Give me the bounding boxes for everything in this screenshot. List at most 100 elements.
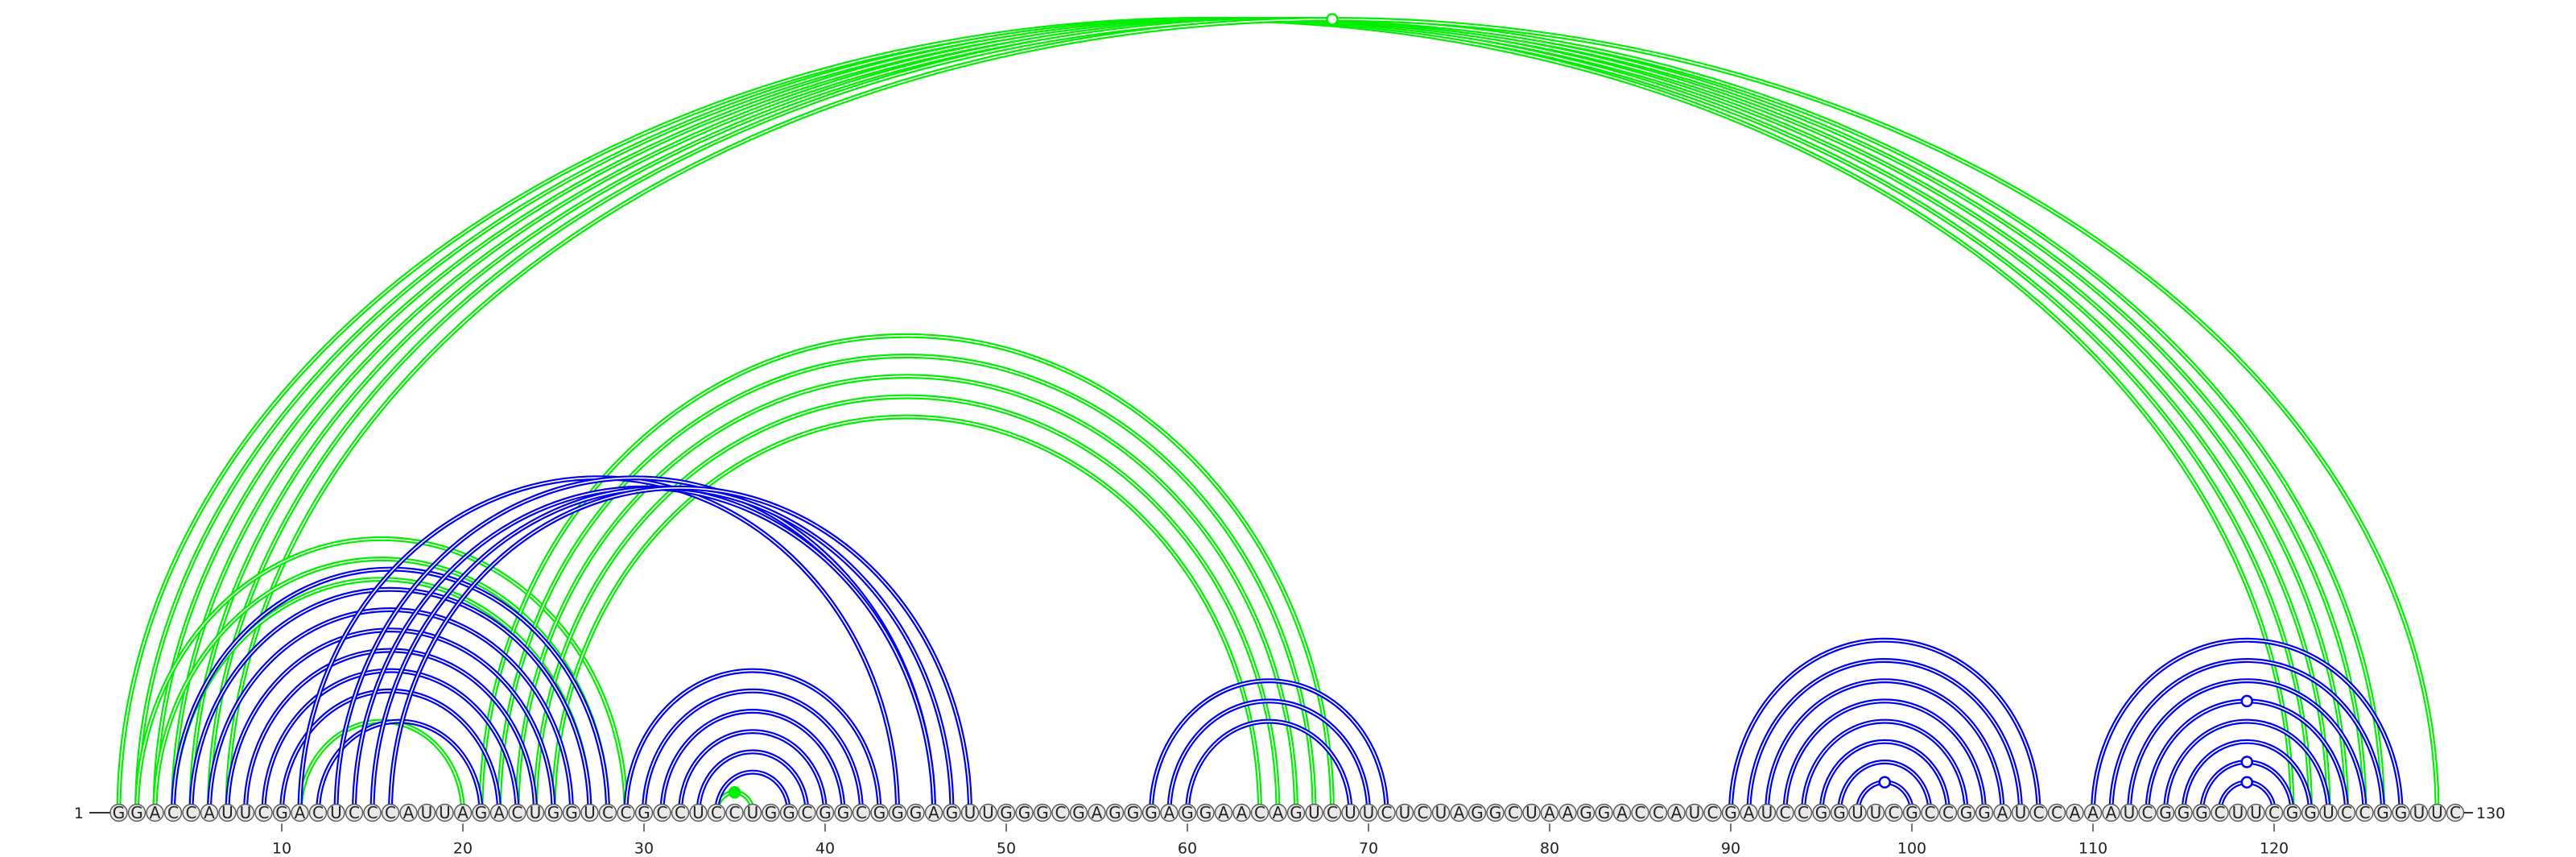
nucleotide: C xyxy=(381,803,400,822)
nucleotide: A xyxy=(291,803,309,822)
nucleotide-letter: G xyxy=(765,803,778,822)
blue-base-pair-arc xyxy=(2108,658,2385,814)
nucleotide: C xyxy=(163,803,183,822)
nucleotide: U xyxy=(1305,803,1323,822)
blue-base-pair-arc xyxy=(1149,678,1389,814)
blue-base-pair-arc xyxy=(207,607,574,814)
nucleotide-letter: G xyxy=(782,803,795,822)
nucleotide: G xyxy=(2174,803,2193,822)
position-tick-label: 90 xyxy=(1721,840,1740,857)
position-tick-label: 80 xyxy=(1540,840,1559,857)
nucleotide: G xyxy=(544,803,563,822)
position-tick-label: 50 xyxy=(997,840,1016,857)
nucleotide: U xyxy=(2409,803,2429,822)
nucleotide: U xyxy=(327,803,345,822)
nucleotide: U xyxy=(1431,803,1451,822)
nucleotide: C xyxy=(308,803,328,822)
nucleotide-letter: U xyxy=(1399,803,1411,822)
nucleotide: U xyxy=(979,803,997,822)
nucleotide-letter: A xyxy=(1544,803,1555,822)
blue-base-pair-arc xyxy=(2181,739,2313,814)
nucleotide-letter: G xyxy=(1290,803,1302,822)
nucleotide-letter: U xyxy=(2322,803,2334,822)
nucleotide-letter: G xyxy=(1018,803,1031,822)
green-base-pair-arc xyxy=(171,17,2349,814)
nucleotide-letter: G xyxy=(1000,803,1013,822)
nucleotide: A xyxy=(200,803,219,822)
nucleotide-letter: A xyxy=(1236,803,1248,822)
blue-base-pair-arc xyxy=(714,769,791,814)
blue-base-pair-arc xyxy=(1728,637,2041,814)
blue-base-pair-arc xyxy=(1782,698,1987,814)
nucleotide-letter: G xyxy=(547,803,560,822)
nucleotide-letter: U xyxy=(2232,803,2244,822)
nucleotide: G xyxy=(109,803,128,822)
nucleotide-letter: G xyxy=(1724,803,1737,822)
nucleotide-letter: G xyxy=(873,803,886,822)
nucleotide-letter: G xyxy=(130,803,143,822)
nucleotide: C xyxy=(1051,803,1070,822)
nucleotide-letter: U xyxy=(1761,803,1773,822)
blue-base-pair-arc xyxy=(388,485,972,814)
nucleotide: U xyxy=(1359,803,1378,822)
position-tick-label: 70 xyxy=(1359,840,1378,857)
nucleotide-letter: C xyxy=(167,803,179,822)
green-base-pair-arc xyxy=(134,536,629,814)
nucleotide-letter: G xyxy=(475,803,488,822)
nucleotide-letter: C xyxy=(1381,803,1393,822)
nucleotide: G xyxy=(2392,803,2410,822)
nucleotide: A xyxy=(1269,803,1287,822)
nucleotide-letter: C xyxy=(1327,803,1338,822)
blue-base-pair-arc xyxy=(279,688,502,814)
nucleotide-letter: C xyxy=(1942,803,1954,822)
nucleotide: G xyxy=(997,803,1016,822)
nucleotide: G xyxy=(1015,803,1034,822)
nucleotide-letter: C xyxy=(312,803,324,822)
nucleotide-letter: G xyxy=(2178,803,2190,822)
nucleotide: A xyxy=(146,803,164,822)
nucleotide: G xyxy=(1105,803,1125,822)
blue-base-pair-arc xyxy=(2163,718,2331,814)
nucleotide-letter: U xyxy=(2413,803,2425,822)
nucleotide-letter: C xyxy=(1798,803,1809,822)
nucleotide: U xyxy=(436,803,454,822)
nucleotide-letter: A xyxy=(1563,803,1574,822)
nucleotide-letter: C xyxy=(1707,803,1719,822)
nucleotide: G xyxy=(1178,803,1197,822)
nucleotide-letter: U xyxy=(530,803,542,822)
nucleotide-letter: A xyxy=(295,803,306,822)
nucleotide: G xyxy=(2301,803,2320,822)
nucleotide-letter: U xyxy=(982,803,994,822)
sequence-backbone: 1 130 xyxy=(74,805,2505,822)
nucleotide-letter: A xyxy=(1092,803,1103,822)
nucleotide: G xyxy=(562,803,581,822)
nucleotide: G xyxy=(1975,803,1994,822)
nucleotide-letter: G xyxy=(2376,803,2389,822)
nucleotide-letter: G xyxy=(1579,803,1592,822)
blue-base-pair-arc xyxy=(696,749,810,814)
nucleotide: A xyxy=(924,803,943,822)
nucleotide-letter: G xyxy=(565,803,578,822)
nucleotide: U xyxy=(689,803,708,822)
nucleotide: U xyxy=(417,803,436,822)
nucleotide-letter: G xyxy=(1181,803,1194,822)
nucleotide-letter: G xyxy=(1905,803,1918,822)
nucleotide-letter: U xyxy=(330,803,342,822)
position-tick-label: 100 xyxy=(1897,840,1926,857)
nucleotide-letter: G xyxy=(2159,803,2172,822)
nucleotide: G xyxy=(888,803,907,822)
nucleotide-letter: C xyxy=(657,803,668,822)
nucleotide: C xyxy=(1414,803,1432,822)
nucleotide: G xyxy=(1595,803,1613,822)
nucleotide-letter: U xyxy=(1852,803,1864,822)
nucleotide-letter: G xyxy=(837,803,850,822)
nucleotide: G xyxy=(762,803,780,822)
nucleotide-letter: U xyxy=(584,803,596,822)
nucleotide: G xyxy=(2373,803,2392,822)
pair-marker-layer xyxy=(728,13,2253,799)
nucleotide-letter: G xyxy=(275,803,288,822)
nucleotide-letter: U xyxy=(1689,803,1701,822)
nucleotide-letter: C xyxy=(2051,803,2062,822)
nucleotide-letter: C xyxy=(621,803,632,822)
nucleotide-letter: G xyxy=(1489,803,1502,822)
